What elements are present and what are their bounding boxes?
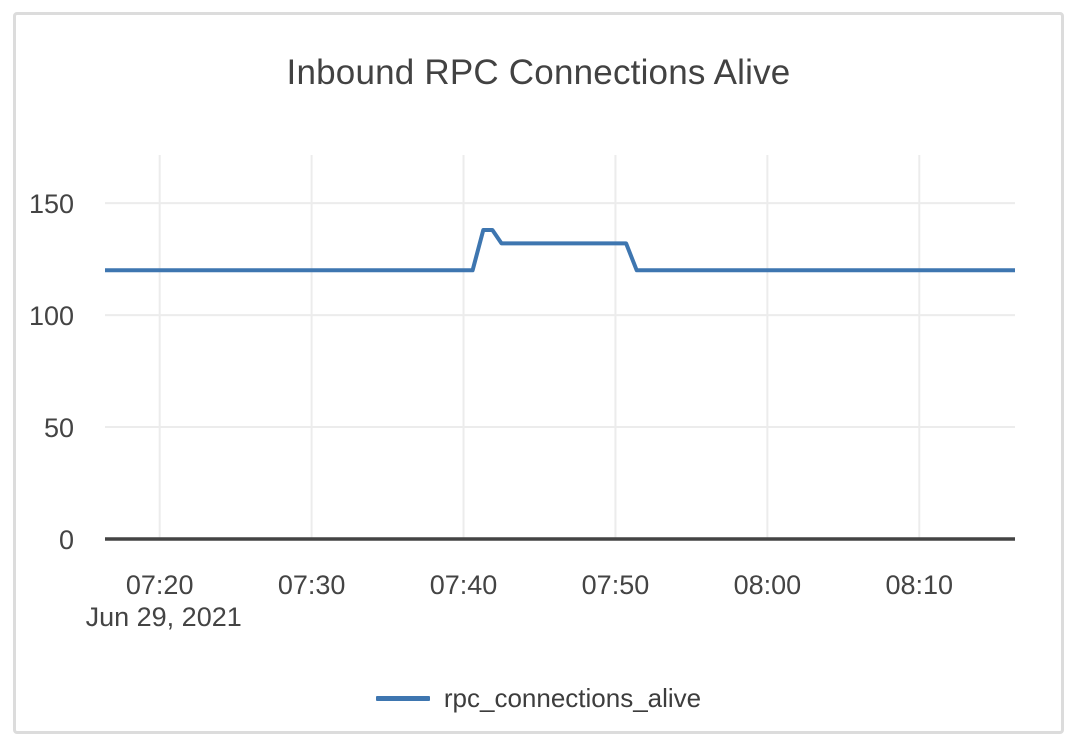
series-line-rpc_connections_alive: [105, 228, 1015, 273]
chart-legend-item[interactable]: rpc_connections_alive: [16, 683, 1061, 714]
y-tick-label: 50: [44, 413, 74, 443]
x-tick-label: 07:50: [582, 570, 650, 600]
y-tick-label: 100: [29, 301, 74, 331]
x-tick-label: 08:00: [734, 570, 802, 600]
x-tick-label: 08:10: [886, 570, 954, 600]
legend-line-swatch-icon: [375, 696, 430, 701]
legend-series-label: rpc_connections_alive: [443, 683, 702, 713]
x-tick-label: 07:40: [430, 570, 498, 600]
chart-card: Inbound RPC Connections Alive 0 50 100 150 0…: [13, 12, 1064, 734]
y-tick-label: 150: [29, 189, 74, 219]
chart-title: Inbound RPC Connections Alive: [286, 53, 791, 92]
chart-plot-area[interactable]: 0 50 100 150 07:20 07:30 07:40 07:50 08:00 08:10 J…: [16, 15, 1061, 660]
x-tick-label: 07:30: [278, 570, 346, 600]
y-tick-label: 0: [59, 525, 74, 555]
x-tick-label: 07:20: [126, 570, 194, 600]
x-axis-date-label: Jun 29, 2021: [86, 602, 242, 632]
